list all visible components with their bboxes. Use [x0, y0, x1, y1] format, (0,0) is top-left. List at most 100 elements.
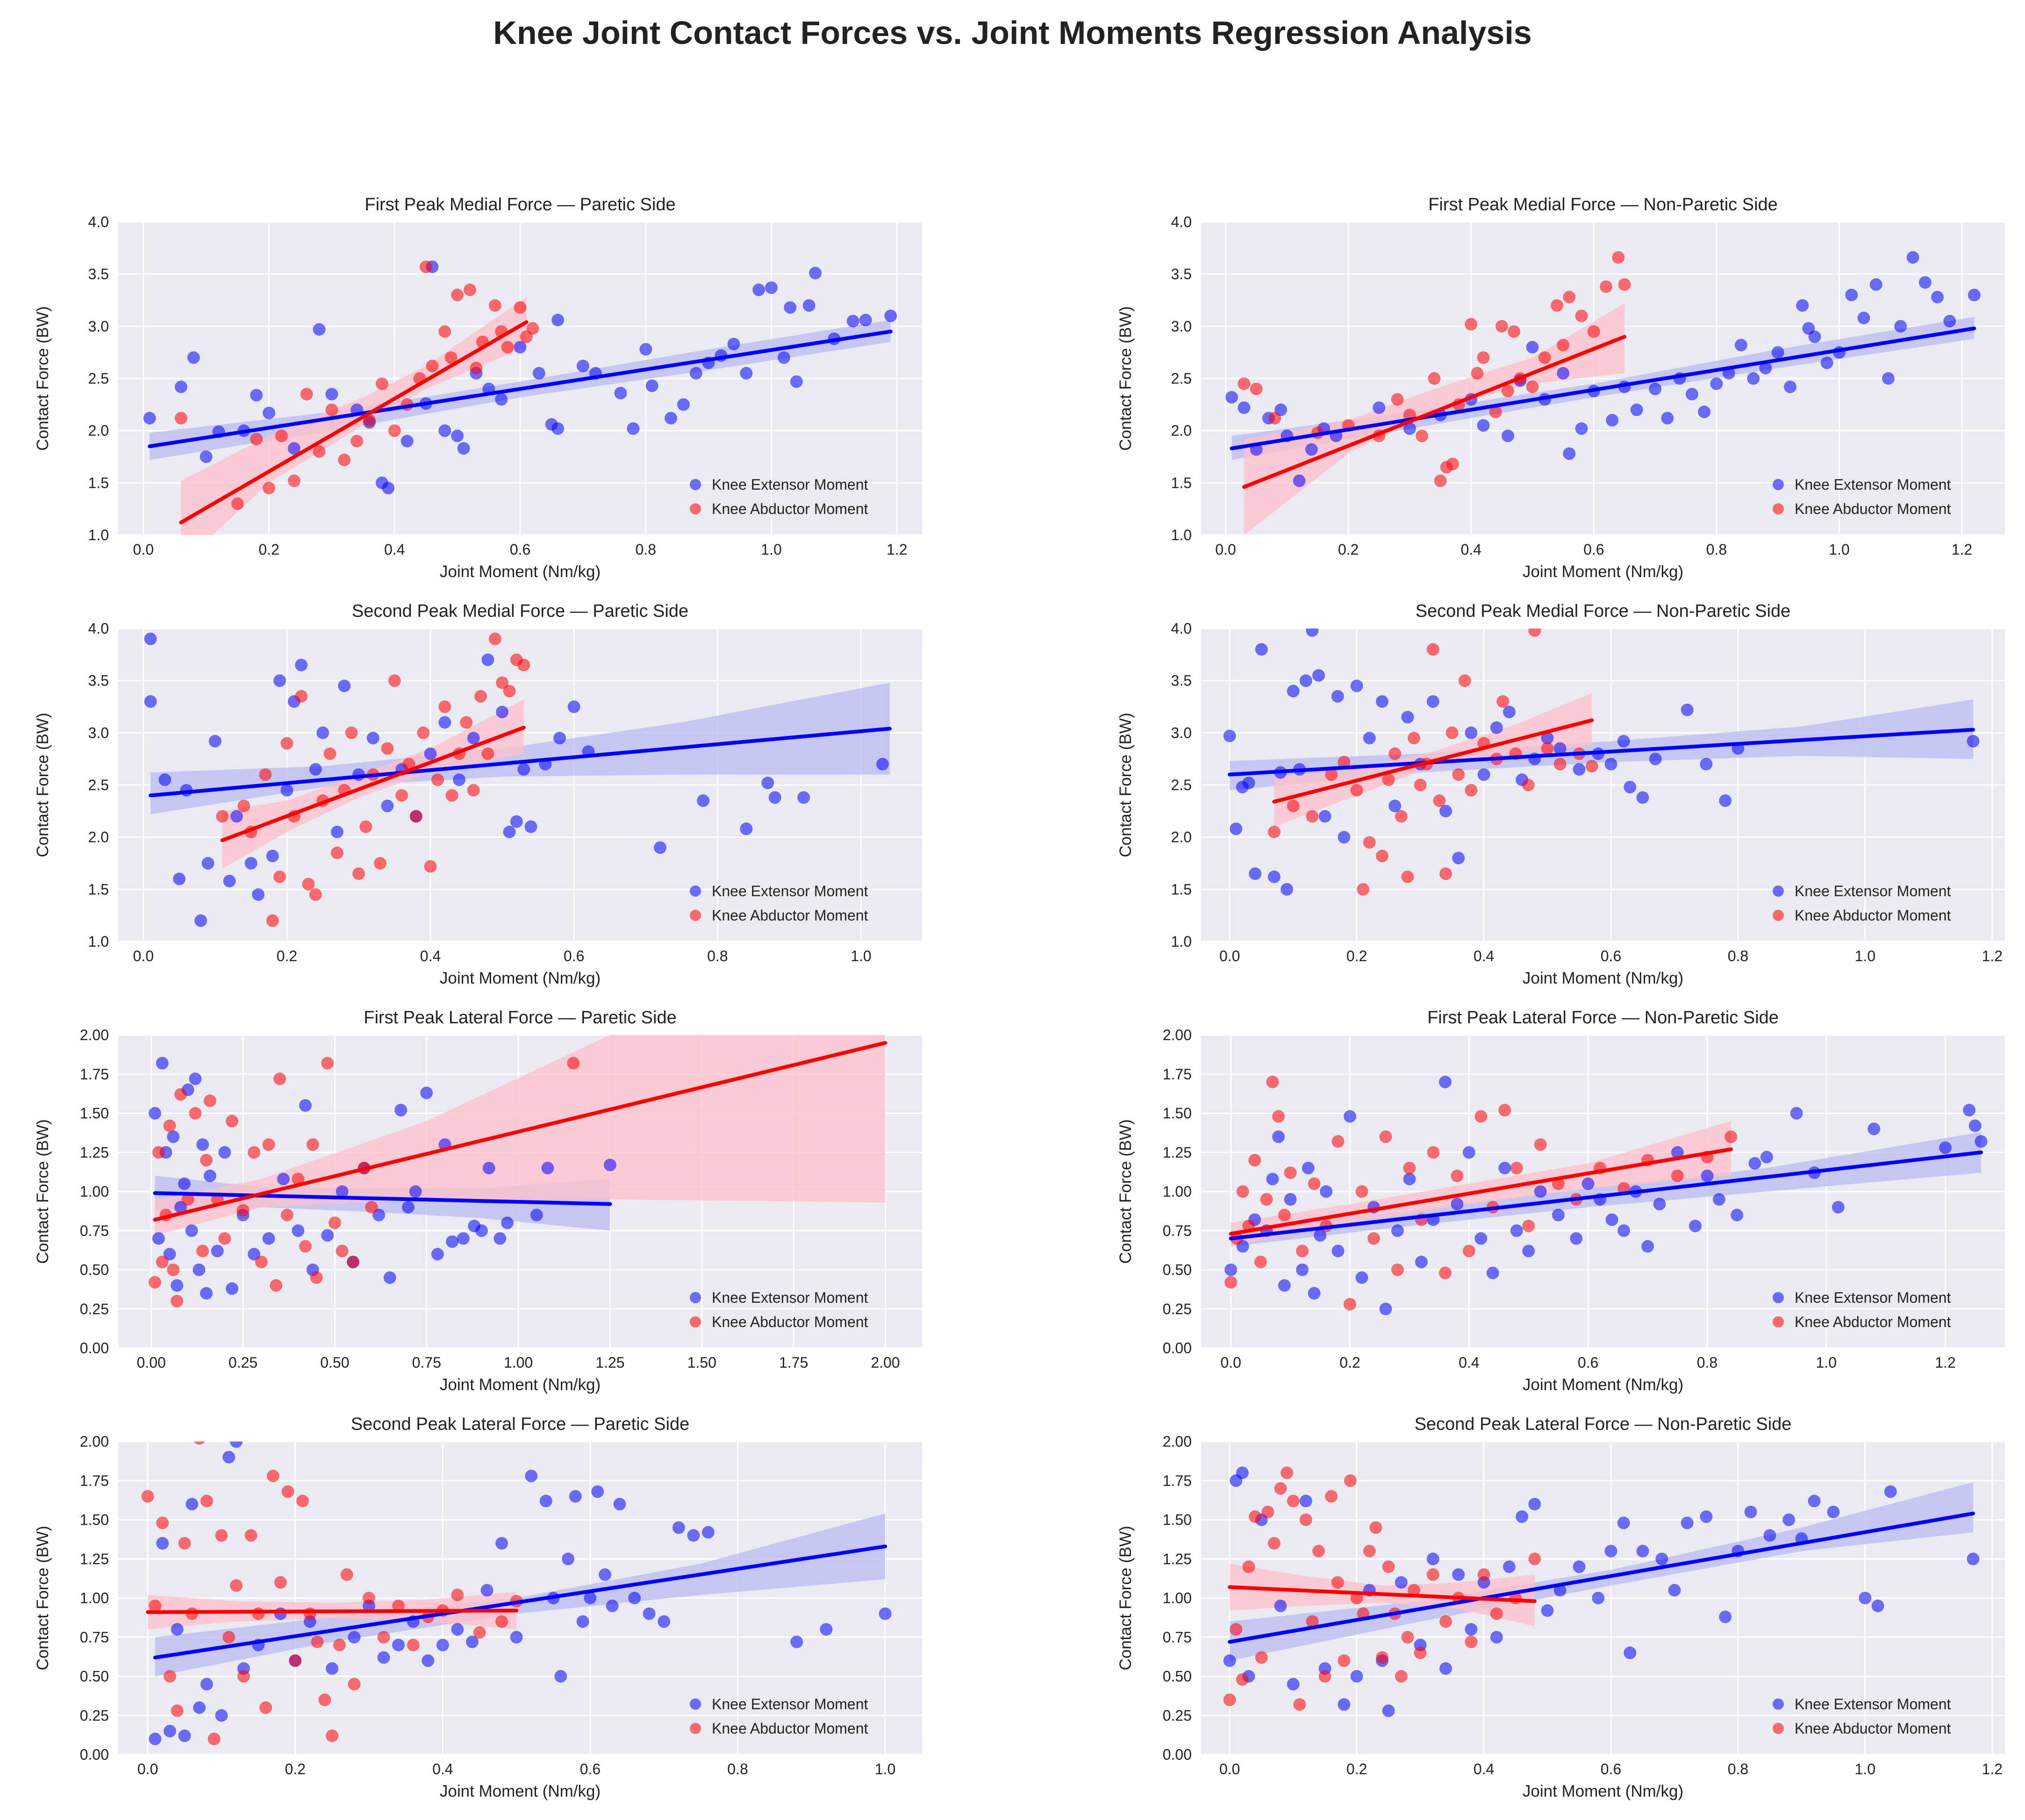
extensor-point	[1689, 1220, 1702, 1233]
legend-label: Knee Abductor Moment	[712, 1720, 868, 1737]
y-tick-label: 2.00	[80, 1027, 109, 1043]
abductor-point	[1281, 1466, 1294, 1479]
extensor-point	[167, 1130, 180, 1143]
abductor-point	[189, 1107, 202, 1120]
abductor-point	[280, 737, 293, 750]
y-tick-label: 2.0	[1171, 422, 1192, 439]
extensor-point	[149, 1733, 162, 1745]
extensor-point	[185, 1224, 198, 1237]
extensor-point	[1649, 382, 1662, 395]
abductor-point	[473, 1626, 486, 1639]
x-tick-label: 0.4	[420, 948, 441, 964]
extensor-point	[1439, 1662, 1452, 1675]
abductor-point	[1477, 1568, 1490, 1581]
subplot-title: First Peak Medial Force — Non-Paretic Si…	[1428, 195, 1778, 214]
extensor-point	[510, 1631, 523, 1644]
extensor-point	[1605, 1213, 1618, 1226]
abductor-point	[488, 299, 501, 312]
abductor-point	[1465, 784, 1478, 797]
extensor-point	[1700, 1510, 1713, 1523]
extensor-point	[394, 1104, 408, 1117]
extensor-point	[859, 314, 872, 327]
extensor-point	[603, 1158, 616, 1171]
extensor-regression-line	[153, 1544, 887, 1660]
extensor-point	[768, 791, 781, 804]
extensor-point	[438, 716, 451, 729]
x-tick-label: 0.2	[1346, 1761, 1367, 1777]
abductor-point	[193, 1442, 205, 1445]
abductor-point	[222, 1631, 236, 1644]
extensor-point	[467, 732, 480, 744]
extensor-point	[1382, 1704, 1395, 1717]
abductor-point	[1224, 1276, 1238, 1289]
y-tick-label: 3.0	[1171, 724, 1192, 741]
extensor-point	[1302, 1162, 1315, 1175]
extensor-point	[784, 301, 797, 314]
extensor-point	[1668, 1584, 1681, 1597]
abductor-point	[1438, 1266, 1452, 1279]
abductor-point	[444, 351, 458, 364]
x-axis-label: Joint Moment (Nm/kg)	[1523, 1376, 1683, 1394]
abductor-point	[1367, 1232, 1380, 1245]
plot-content	[143, 260, 897, 535]
y-axis-label: Contact Force (BW)	[34, 1526, 52, 1670]
extensor-point	[677, 398, 690, 411]
abductor-point	[426, 359, 439, 372]
extensor-point	[156, 1056, 169, 1070]
abductor-point	[345, 726, 358, 739]
abductor-point	[171, 1704, 184, 1717]
abductor-point	[325, 403, 338, 416]
extensor-point	[1379, 1302, 1392, 1315]
extensor-point	[171, 1623, 184, 1636]
abductor-point	[281, 1485, 294, 1498]
abductor-point	[1357, 883, 1370, 896]
abductor-point	[1267, 826, 1281, 838]
extensor-point	[201, 857, 215, 870]
x-tick-label: 0.2	[277, 948, 297, 964]
extensor-point	[274, 1607, 287, 1620]
abductor-point	[200, 1494, 213, 1507]
extensor-point	[1748, 1157, 1761, 1170]
extensor-point	[382, 482, 395, 494]
abductor-point	[1331, 1576, 1344, 1589]
extensor-point	[1884, 1485, 1897, 1498]
legend-label: Knee Abductor Moment	[1795, 1313, 1951, 1330]
legend-abductor-marker	[690, 1316, 701, 1328]
abductor-point	[1451, 1170, 1464, 1182]
abductor-point	[1250, 382, 1263, 395]
confidence-band	[155, 1035, 886, 1235]
abductor-point	[270, 1279, 283, 1292]
extensor-point	[1832, 1201, 1845, 1213]
abductor-point	[1236, 1673, 1249, 1686]
y-tick-label: 0.50	[1163, 1262, 1192, 1278]
extensor-point	[790, 1635, 803, 1649]
extensor-point	[495, 1537, 508, 1550]
extensor-point	[654, 841, 666, 854]
y-axis-label: Contact Force (BW)	[34, 306, 52, 450]
extensor-point	[846, 314, 859, 328]
abductor-point	[1458, 674, 1471, 687]
extensor-point	[687, 1529, 700, 1542]
y-tick-label: 3.0	[88, 318, 109, 335]
extensor-point	[1490, 721, 1503, 734]
y-tick-label: 1.5	[1171, 881, 1192, 898]
x-tick-label: 0.8	[1728, 1761, 1748, 1777]
extensor-regression-line	[149, 727, 892, 798]
extensor-point	[1636, 791, 1649, 804]
abductor-point	[163, 1119, 176, 1132]
extensor-point	[740, 822, 753, 835]
abductor-point	[149, 1599, 162, 1613]
x-axis-label: Joint Moment (Nm/kg)	[1523, 1782, 1683, 1800]
legend-label: Knee Extensor Moment	[1795, 476, 1951, 493]
abductor-point	[296, 1494, 309, 1507]
extensor-point	[697, 794, 710, 807]
x-tick-label: 0.6	[1578, 1354, 1598, 1371]
abductor-point	[252, 1607, 265, 1620]
abductor-point	[156, 1516, 169, 1529]
y-tick-label: 1.0	[88, 933, 109, 950]
extensor-point	[1963, 1104, 1976, 1117]
extensor-point	[514, 341, 527, 354]
extensor-point	[295, 658, 308, 671]
extensor-point	[377, 1651, 390, 1664]
abductor-point	[347, 1256, 360, 1269]
